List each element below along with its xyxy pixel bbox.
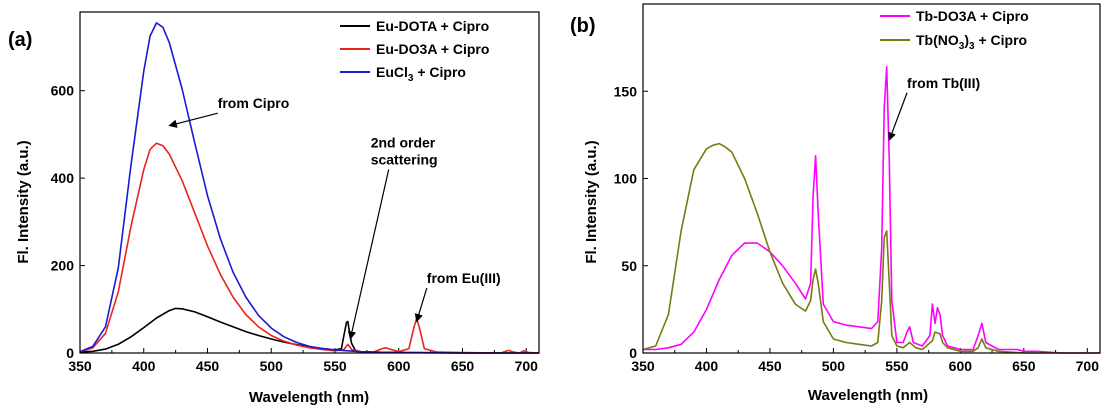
- series-line-a-2: [79, 22, 539, 354]
- legend-a: Eu-DOTA + Cipro Eu-DO3A + Cipro EuCl3 + Ci…: [340, 18, 489, 84]
- x-tick-label-b-700: 700: [1076, 358, 1100, 374]
- y-tick-label-a-400: 400: [51, 170, 75, 186]
- y-tick-label-a-200: 200: [51, 258, 75, 274]
- annotation-a-0: from Cipro: [218, 95, 290, 111]
- legend-label-b-1: Tb(NO3)3 + Cipro: [916, 32, 1027, 52]
- y-tick-label-b-100: 100: [614, 171, 638, 187]
- series-line-b-1: [642, 142, 1100, 354]
- ticks-a: 350 400 450 500 550 600 650 700 0 200 400 600: [51, 83, 539, 374]
- annotation-b-0: from Tb(III): [907, 75, 980, 91]
- y-tick-label-a-0: 0: [66, 345, 74, 361]
- x-axis-title-a: Wavelength (nm): [249, 389, 369, 406]
- x-tick-label-b-400: 400: [695, 358, 719, 374]
- chart-panel-b: (b) Fl. Intensity (a.u.) Wavelength (nm)…: [570, 3, 1101, 404]
- legend-label-a-2: EuCl3 + Cipro: [376, 64, 466, 84]
- x-tick-label-a-650: 650: [451, 358, 475, 374]
- x-tick-label-b-550: 550: [885, 358, 909, 374]
- y-tick-label-b-50: 50: [621, 258, 637, 274]
- legend-label-a-0: Eu-DOTA + Cipro: [376, 18, 489, 34]
- annotations-a: from Cipro 2nd order scattering from Eu(III…: [168, 95, 501, 340]
- legend-b: Tb-DO3A + Cipro Tb(NO3)3 + Cipro: [880, 8, 1029, 52]
- series-line-a-0: [79, 307, 539, 354]
- x-tick-label-a-550: 550: [323, 358, 347, 374]
- plot-area-a: [79, 22, 540, 354]
- panel-label-b: (b): [570, 15, 596, 37]
- series-line-b-0: [643, 66, 1100, 354]
- legend-label-a-1: Eu-DO3A + Cipro: [376, 41, 489, 57]
- y-axis-title-a: Fl. Intensity (a.u.): [15, 140, 32, 263]
- annotation-arrow-a-1: [347, 169, 390, 340]
- x-axis-title-b: Wavelength (nm): [808, 387, 928, 404]
- x-tick-label-a-350: 350: [68, 358, 92, 374]
- ticks-b: 350 400 450 500 550 600 650 700 0 50 100 150: [614, 83, 1100, 374]
- annotation-arrow-a-0: [168, 112, 218, 128]
- y-tick-label-a-600: 600: [51, 83, 75, 99]
- x-tick-label-a-600: 600: [387, 358, 411, 374]
- plot-frame-a: [79, 11, 540, 354]
- legend-label-b-0: Tb-DO3A + Cipro: [916, 8, 1029, 24]
- annotation-arrow-a-2: [414, 287, 428, 323]
- x-tick-label-a-700: 700: [515, 358, 539, 374]
- annotation-a-1: 2nd order scattering: [371, 135, 438, 168]
- x-tick-label-b-450: 450: [758, 358, 782, 374]
- x-tick-label-b-600: 600: [949, 358, 973, 374]
- x-tick-label-a-450: 450: [196, 358, 220, 374]
- plot-frame-b: [642, 3, 1101, 354]
- y-tick-label-b-150: 150: [614, 83, 638, 99]
- annotation-arrow-b-0: [887, 92, 908, 141]
- x-tick-label-a-400: 400: [132, 358, 156, 374]
- panel-label-a: (a): [8, 29, 32, 51]
- series-line-a-1: [79, 142, 540, 354]
- x-tick-label-b-500: 500: [822, 358, 846, 374]
- x-tick-label-b-650: 650: [1012, 358, 1036, 374]
- x-tick-label-b-350: 350: [631, 358, 655, 374]
- chart-panel-a: (a) Fl. Intensity (a.u.) Wavelength (nm)…: [8, 11, 540, 406]
- x-tick-label-a-500: 500: [260, 358, 284, 374]
- y-axis-title-b: Fl. Intensity (a.u.): [583, 140, 600, 263]
- y-tick-label-b-0: 0: [629, 345, 637, 361]
- plot-area-b: [642, 66, 1100, 354]
- annotation-a-2: from Eu(III): [427, 270, 501, 286]
- annotations-b: from Tb(III): [887, 75, 980, 141]
